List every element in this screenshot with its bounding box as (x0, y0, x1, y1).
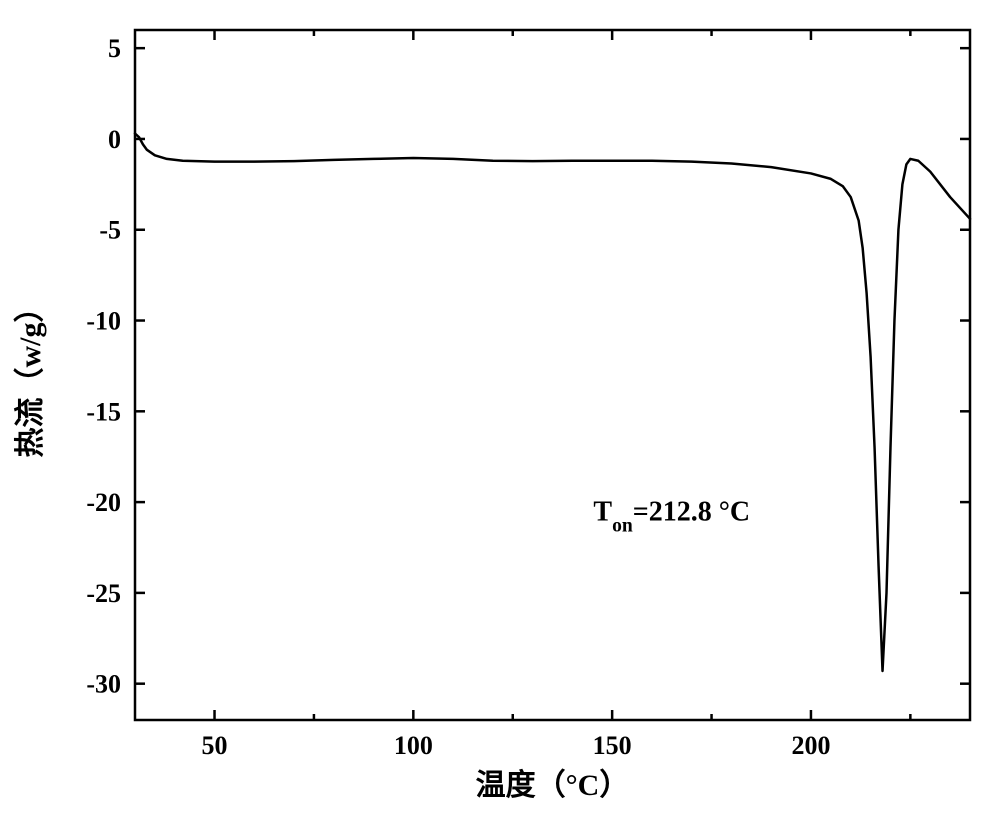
y-tick-label: -30 (86, 670, 121, 699)
x-tick-label: 200 (791, 731, 830, 760)
x-axis-label: 温度（°C） (476, 768, 630, 802)
y-tick-label: -10 (86, 307, 121, 336)
x-tick-label: 50 (202, 731, 228, 760)
x-tick-label: 150 (593, 731, 632, 760)
y-tick-label: -25 (86, 579, 121, 608)
y-axis-label: 热流（w/g） (13, 293, 47, 458)
y-tick-label: -15 (86, 397, 121, 426)
x-tick-label: 100 (394, 731, 433, 760)
y-tick-label: -20 (86, 488, 121, 517)
dsc-line-chart: 50 100 150 200 -30 -25 -20 -15 -10 -5 0 5 温度（°C） 热流（w… (0, 0, 1000, 813)
y-tick-label: 5 (108, 34, 121, 63)
y-tick-label: -5 (99, 216, 121, 245)
y-tick-label: 0 (108, 125, 121, 154)
